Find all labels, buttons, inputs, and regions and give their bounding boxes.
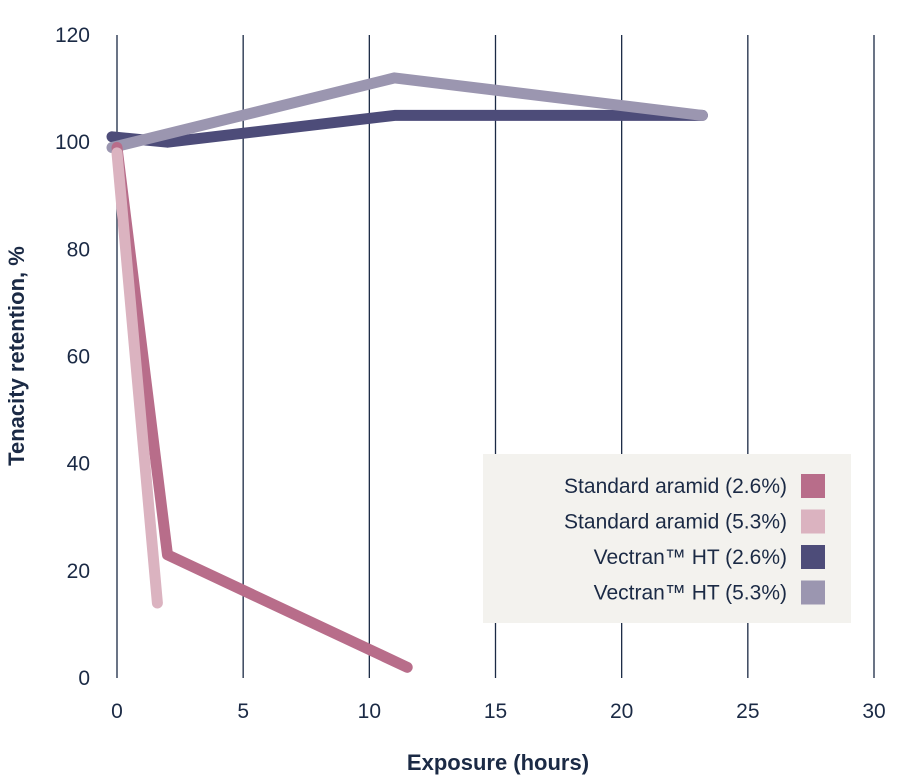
y-tick-label: 120 <box>55 24 90 47</box>
x-tick-label: 10 <box>358 700 381 723</box>
legend-label: Vectran™ HT (2.6%) <box>594 546 787 569</box>
legend-label: Standard aramid (2.6%) <box>564 475 787 498</box>
legend-swatch <box>801 509 825 534</box>
grid-lines <box>116 35 875 678</box>
legend: Standard aramid (2.6%) Standard aramid (5… <box>483 454 851 623</box>
series-lines <box>106 72 708 673</box>
series-line <box>106 72 708 153</box>
y-axis-title: Tenacity retention, % <box>4 246 29 466</box>
y-tick-label: 20 <box>67 560 90 583</box>
legend-label: Vectran™ HT (5.3%) <box>594 582 787 605</box>
x-tick-label: 15 <box>484 700 507 723</box>
y-tick-label: 100 <box>55 131 90 154</box>
legend-background <box>483 454 851 623</box>
x-tick-label: 20 <box>610 700 633 723</box>
x-axis-ticks: 0 5 10 15 20 25 30 <box>111 700 886 723</box>
legend-swatch <box>801 474 825 498</box>
legend-swatch <box>801 580 825 605</box>
y-tick-label: 80 <box>67 238 90 261</box>
y-tick-label: 0 <box>78 667 90 690</box>
x-tick-label: 0 <box>111 700 123 723</box>
x-axis-title: Exposure (hours) <box>407 750 589 775</box>
y-axis-ticks: 0 20 40 60 80 100 120 <box>55 24 90 690</box>
x-tick-label: 25 <box>736 700 759 723</box>
legend-swatch <box>801 545 825 569</box>
x-tick-label: 5 <box>237 700 249 723</box>
x-tick-label: 30 <box>862 700 885 723</box>
legend-label: Standard aramid (5.3%) <box>564 511 787 534</box>
y-tick-label: 60 <box>67 346 90 369</box>
series-line <box>111 147 163 609</box>
y-tick-label: 40 <box>67 453 90 476</box>
